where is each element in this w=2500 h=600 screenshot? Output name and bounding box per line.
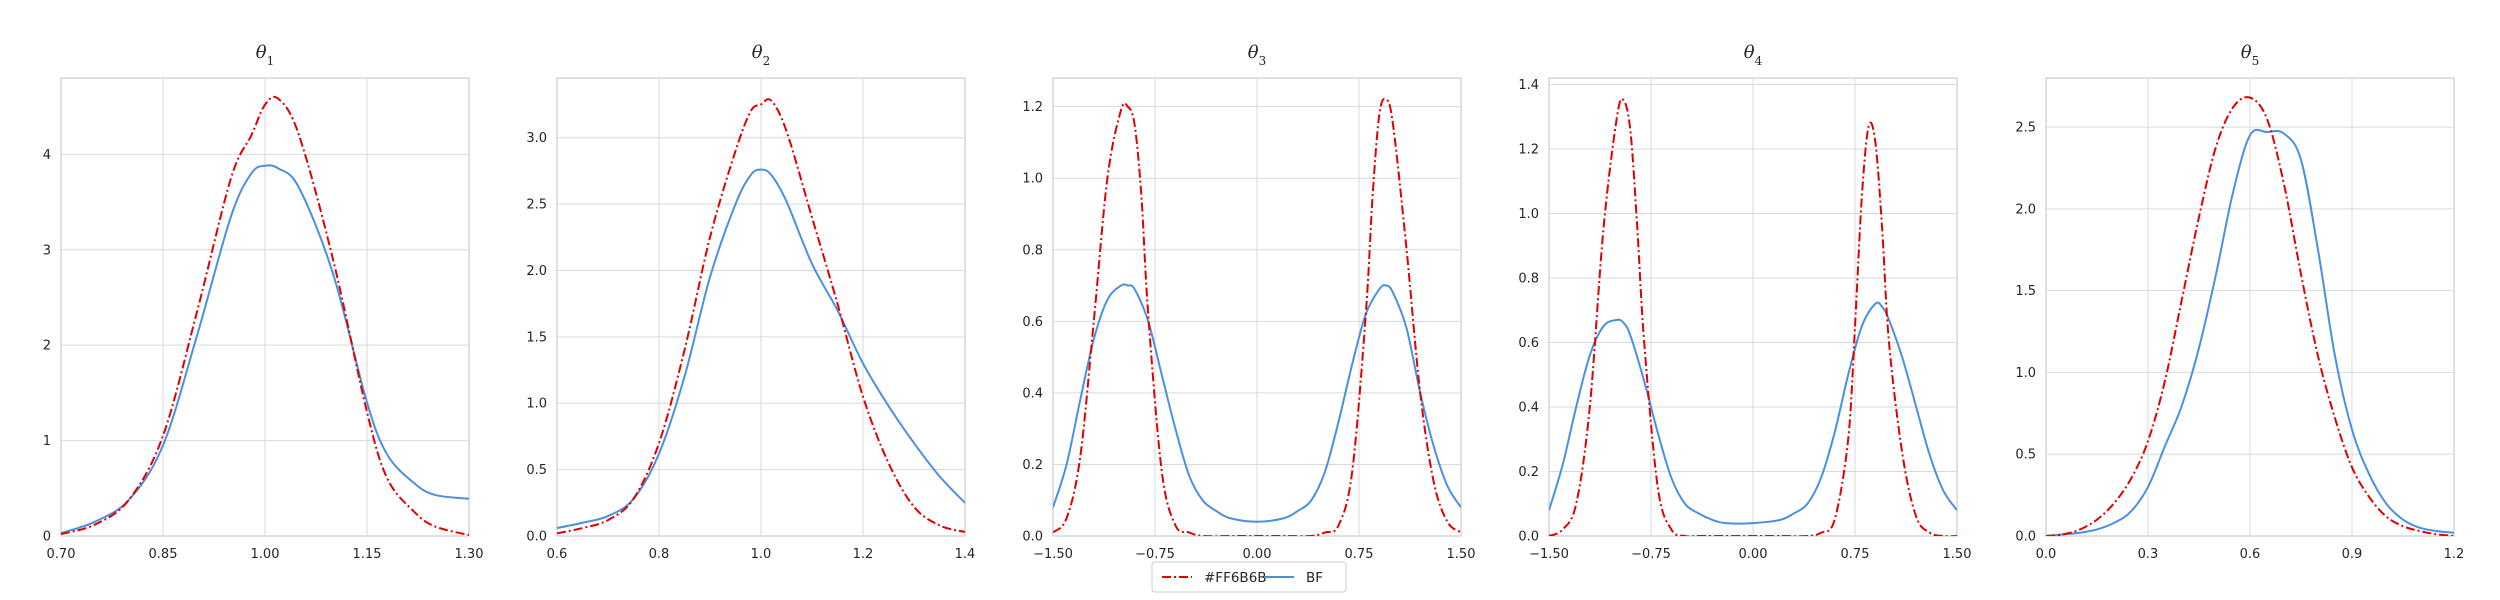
legend-box xyxy=(1151,561,1347,593)
x-tick-label: 0.70 xyxy=(47,547,76,562)
x-tick-label: −1.50 xyxy=(1033,547,1073,562)
y-tick-label: 0.8 xyxy=(1518,271,1539,286)
series-line-ff6b6b xyxy=(557,98,965,535)
subplot-title-subscript: 2 xyxy=(763,54,771,68)
y-tick-label: 1.2 xyxy=(1022,100,1043,115)
legend-label: BF xyxy=(1306,570,1323,586)
legend-label: #FF6B6B xyxy=(1204,570,1267,586)
y-tick-label: 1.0 xyxy=(2015,366,2036,381)
x-tick-label: 0.75 xyxy=(1841,547,1870,562)
y-tick-label: 3.0 xyxy=(526,131,547,146)
y-tick-label: 1.0 xyxy=(526,397,547,412)
x-tick-label: 0.6 xyxy=(547,547,568,562)
x-tick-label: 1.4 xyxy=(955,547,976,562)
y-tick-label: 0.4 xyxy=(1022,386,1043,401)
x-tick-label: −0.75 xyxy=(1135,547,1175,562)
x-tick-label: 1.30 xyxy=(455,547,484,562)
x-tick-label: 1.2 xyxy=(2444,547,2465,562)
subplot-title: θ5 xyxy=(2241,42,2259,68)
y-tick-label: 0.0 xyxy=(2015,530,2036,545)
y-tick-label: 0.0 xyxy=(526,530,547,545)
subplot-title-subscript: 3 xyxy=(1259,54,1267,68)
subplot-theta-2: 0.6 0.8 1.0 1.2 1.4 0.0 0.5 1.0 1.5 2.0 2.5 3.0 θ2 xyxy=(526,42,975,562)
y-tick-label: 0.5 xyxy=(2015,448,2036,463)
x-tick-label: 0.6 xyxy=(2240,547,2261,562)
y-tick-label: 1.5 xyxy=(2015,284,2036,299)
y-tick-label: 1.0 xyxy=(1022,172,1043,187)
y-tick-label: 1.5 xyxy=(526,330,547,345)
y-tick-label: 2.0 xyxy=(526,264,547,279)
series-line-ff6b6b xyxy=(61,95,469,536)
y-tick-label: 0 xyxy=(43,530,51,545)
subplot-title: θ1 xyxy=(256,42,274,68)
y-tick-label: 0.4 xyxy=(1518,400,1539,415)
subplot-theta-1: 0.70 0.85 1.00 1.15 1.30 0 1 2 3 4 θ1 xyxy=(43,42,484,562)
subplot-theta-4: −1.50 −0.75 0.00 0.75 1.50 0.0 0.2 0.4 0.6 0.8 1.0… xyxy=(1518,42,1971,562)
y-tick-label: 0.6 xyxy=(1022,315,1043,330)
y-tick-label: 1.0 xyxy=(1518,207,1539,222)
x-tick-label: −0.75 xyxy=(1631,547,1671,562)
subplot-title-subscript: 1 xyxy=(267,54,275,68)
subplot-title: θ4 xyxy=(1744,42,1763,68)
y-tick-label: 0.2 xyxy=(1518,465,1539,480)
subplot-title: θ2 xyxy=(752,42,770,68)
subplot-theta-5: 0.0 0.3 0.6 0.9 1.2 0.0 0.5 1.0 1.5 2.0 2.5 θ5 xyxy=(2015,42,2464,562)
series-line-ff6b6b xyxy=(2046,96,2454,536)
series-line-bf xyxy=(1549,301,1957,525)
x-tick-label: 0.9 xyxy=(2342,547,2363,562)
x-tick-label: 1.50 xyxy=(1943,547,1972,562)
x-tick-label: 1.2 xyxy=(853,547,874,562)
x-tick-label: 0.85 xyxy=(149,547,178,562)
y-tick-label: 3 xyxy=(43,243,51,258)
series-line-ff6b6b xyxy=(1549,97,1957,536)
series-line-bf xyxy=(2046,128,2454,536)
y-tick-label: 4 xyxy=(43,148,51,163)
y-tick-label: 2.0 xyxy=(2015,202,2036,217)
legend: #FF6B6B BF xyxy=(1151,561,1347,593)
series-line-ff6b6b xyxy=(1053,97,1461,536)
x-tick-label: 1.0 xyxy=(751,547,772,562)
subplot-title: θ3 xyxy=(1248,42,1266,68)
x-tick-label: 0.8 xyxy=(649,547,670,562)
y-tick-label: 1 xyxy=(43,434,51,449)
y-tick-label: 1.2 xyxy=(1518,142,1539,157)
series-line-bf xyxy=(1053,283,1461,523)
y-tick-label: 0.8 xyxy=(1022,243,1043,258)
x-tick-label: 1.15 xyxy=(353,547,382,562)
y-tick-label: 2.5 xyxy=(526,198,547,213)
y-tick-label: 0.0 xyxy=(1022,530,1043,545)
y-tick-label: 0.6 xyxy=(1518,336,1539,351)
subplot-title-subscript: 4 xyxy=(1755,54,1763,68)
subplot-title-subscript: 5 xyxy=(2252,54,2260,68)
x-tick-label: 0.3 xyxy=(2138,547,2159,562)
y-tick-label: 2 xyxy=(43,339,51,354)
series-line-bf xyxy=(61,164,469,535)
x-tick-label: 0.00 xyxy=(1739,547,1768,562)
y-tick-label: 1.4 xyxy=(1518,78,1539,93)
x-tick-label: 0.0 xyxy=(2036,547,2057,562)
subplot-theta-3: −1.50 −0.75 0.00 0.75 1.50 0.0 0.2 0.4 0.6 0.8 1.0… xyxy=(1022,42,1475,562)
x-tick-label: 0.00 xyxy=(1243,547,1272,562)
x-tick-label: 1.00 xyxy=(251,547,280,562)
x-tick-label: −1.50 xyxy=(1529,547,1569,562)
y-tick-label: 0.2 xyxy=(1022,458,1043,473)
x-tick-label: 1.50 xyxy=(1447,547,1476,562)
y-tick-label: 0.0 xyxy=(1518,530,1539,545)
y-tick-label: 2.5 xyxy=(2015,121,2036,136)
x-tick-label: 0.75 xyxy=(1345,547,1374,562)
y-tick-label: 0.5 xyxy=(526,463,547,478)
